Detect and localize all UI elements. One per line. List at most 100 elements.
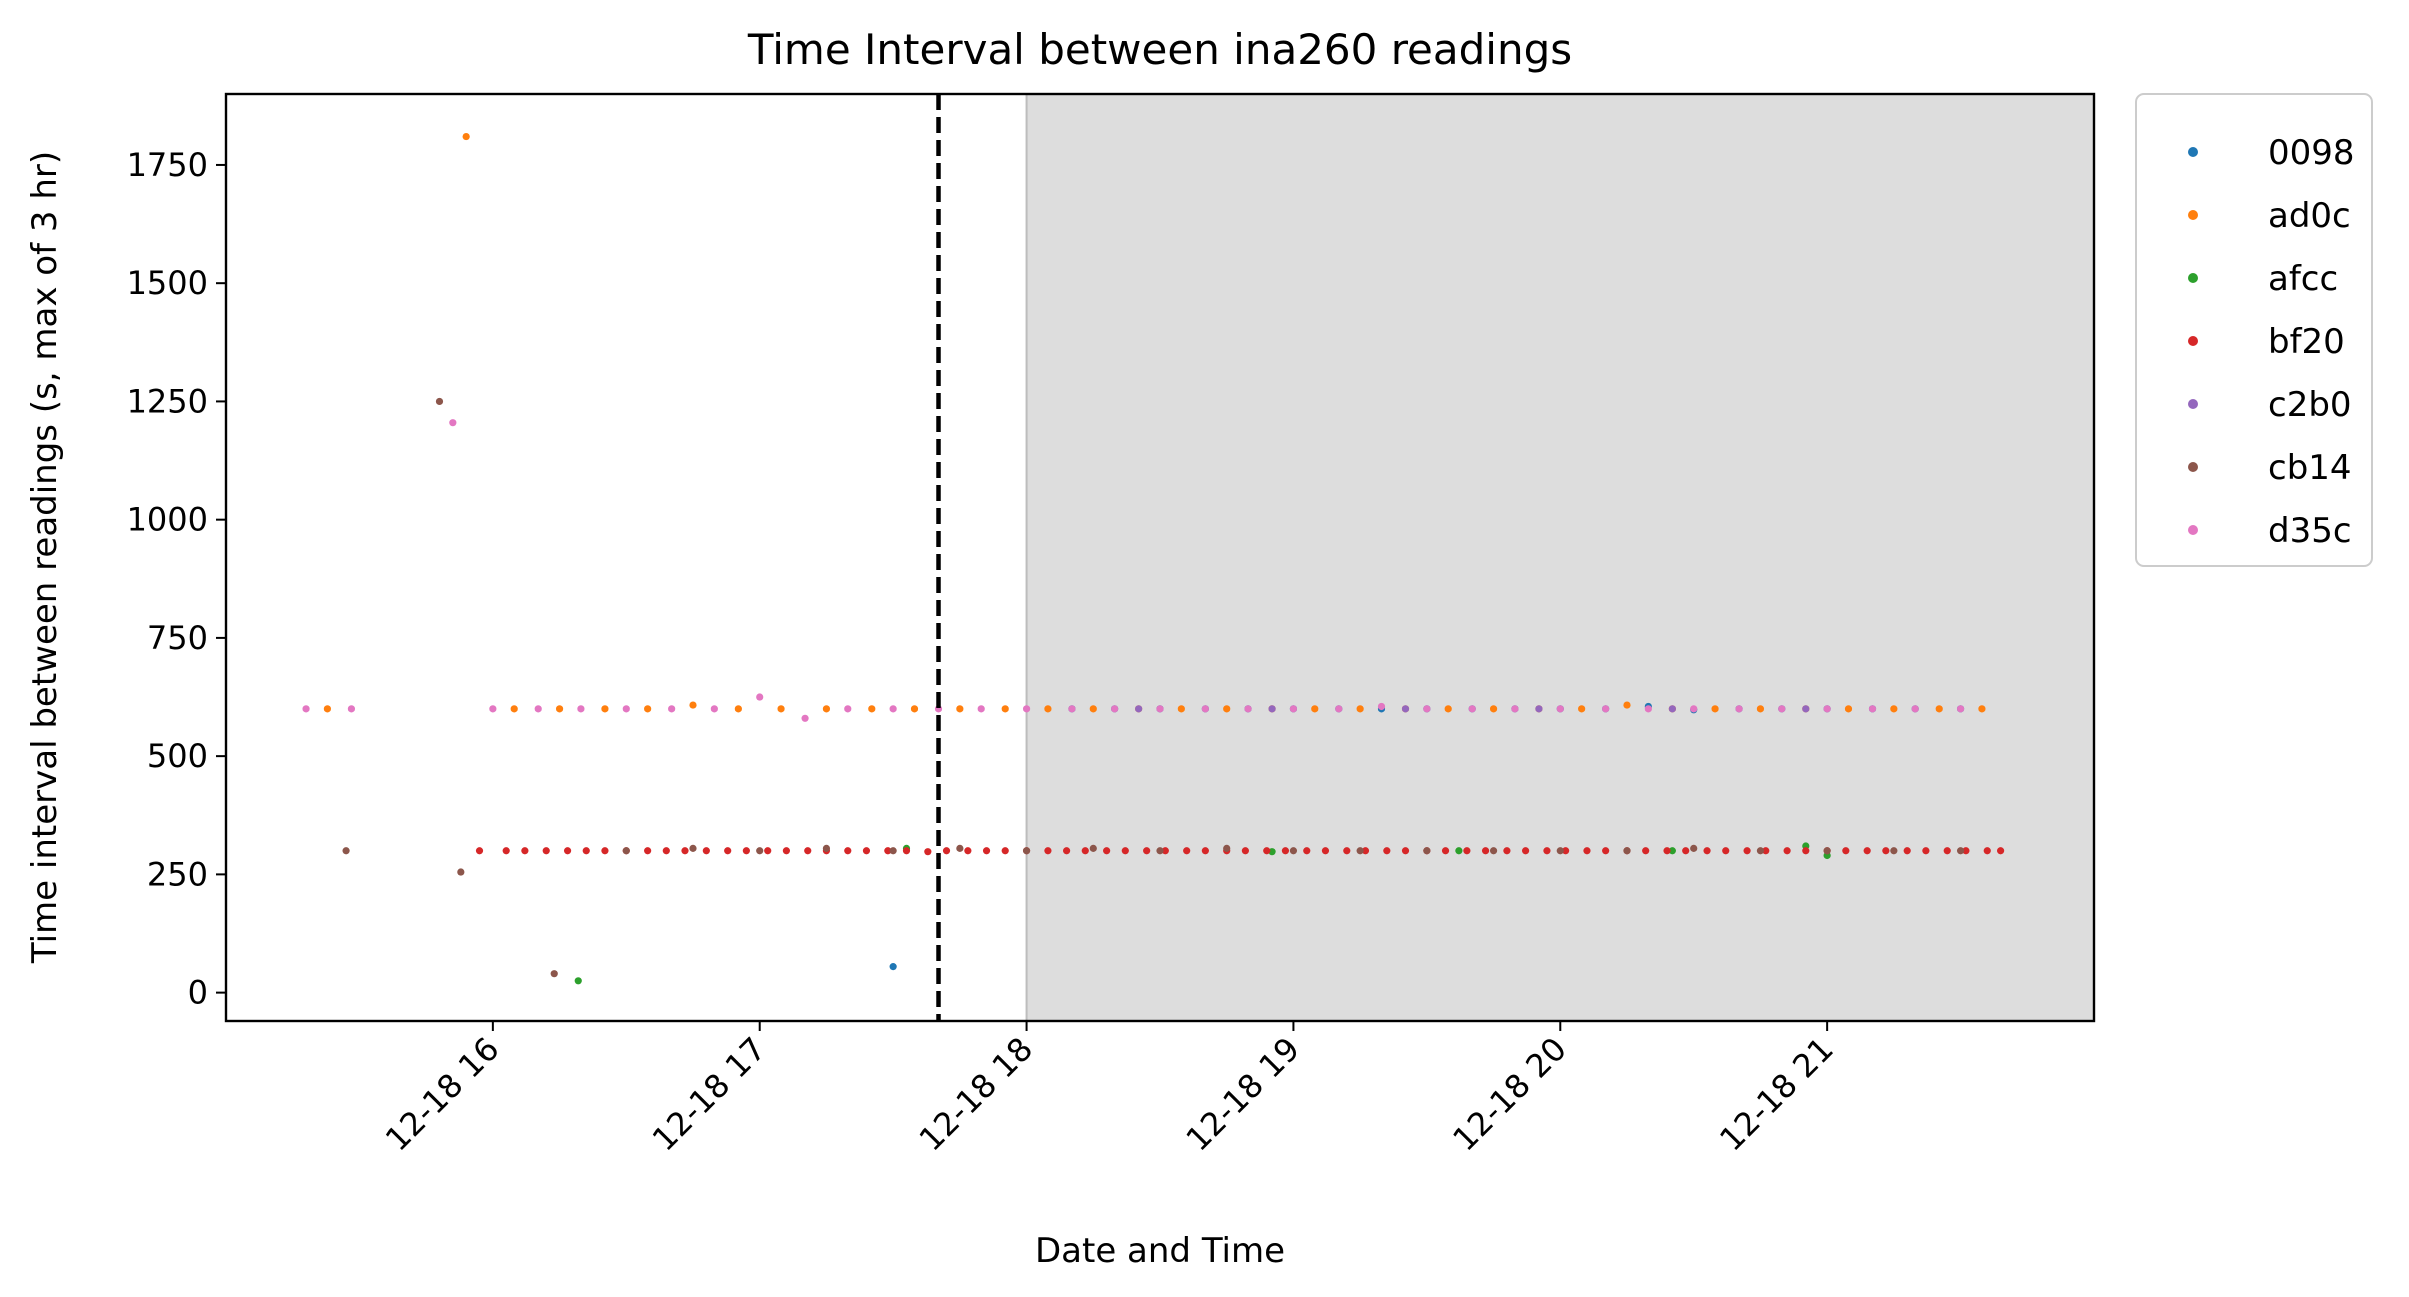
data-point bbox=[1783, 847, 1791, 855]
data-point bbox=[822, 705, 831, 713]
data-point bbox=[689, 844, 697, 852]
data-point bbox=[822, 844, 831, 852]
data-point bbox=[1303, 847, 1311, 855]
data-points-layer bbox=[302, 132, 2005, 985]
data-point bbox=[1468, 705, 1476, 713]
data-point bbox=[764, 847, 772, 855]
data-point bbox=[1668, 705, 1676, 713]
data-point bbox=[622, 705, 630, 713]
data-point bbox=[1001, 705, 1009, 713]
data-point bbox=[457, 868, 465, 876]
data-point bbox=[977, 705, 985, 713]
data-point bbox=[1722, 847, 1730, 855]
data-point bbox=[1089, 844, 1097, 852]
data-point bbox=[1361, 847, 1370, 855]
data-point bbox=[1022, 847, 1031, 855]
data-point bbox=[510, 705, 518, 713]
data-point bbox=[502, 847, 510, 855]
data-point bbox=[1690, 844, 1698, 852]
data-point bbox=[601, 847, 609, 855]
data-point bbox=[577, 705, 585, 713]
data-point bbox=[1956, 705, 1965, 713]
data-point bbox=[1081, 847, 1089, 855]
data-point bbox=[555, 705, 564, 713]
data-point bbox=[1756, 705, 1765, 713]
data-point bbox=[1711, 705, 1719, 713]
data-point bbox=[756, 847, 764, 855]
y-tick-label: 1250 bbox=[127, 382, 208, 420]
data-point bbox=[1602, 847, 1610, 855]
data-point bbox=[1201, 847, 1209, 855]
data-point bbox=[1022, 705, 1031, 713]
data-point bbox=[342, 847, 350, 855]
legend-label: cb14 bbox=[2268, 448, 2352, 488]
data-point bbox=[801, 714, 809, 722]
data-point bbox=[1756, 847, 1765, 855]
data-point bbox=[1503, 847, 1511, 855]
legend-label: c2b0 bbox=[2268, 385, 2352, 425]
data-point bbox=[1423, 847, 1431, 855]
data-point bbox=[1578, 705, 1586, 713]
data-point bbox=[956, 844, 964, 852]
data-point bbox=[710, 705, 718, 713]
series-c2b0 bbox=[1135, 705, 1810, 713]
data-point bbox=[804, 847, 812, 855]
data-point bbox=[1044, 705, 1052, 713]
chart-title: Time Interval between ina260 readings bbox=[747, 25, 1572, 74]
data-point bbox=[910, 705, 919, 713]
data-point bbox=[1321, 847, 1330, 855]
y-tick-label: 1750 bbox=[127, 146, 208, 184]
y-tick-label: 500 bbox=[147, 737, 208, 775]
data-point bbox=[1890, 705, 1898, 713]
data-point bbox=[1223, 844, 1231, 852]
data-point bbox=[1842, 847, 1850, 855]
legend-marker bbox=[2188, 525, 2198, 535]
data-point bbox=[435, 397, 444, 406]
series-d35c bbox=[302, 419, 1965, 722]
data-point bbox=[862, 847, 871, 855]
data-point bbox=[1455, 847, 1463, 855]
y-tick-label: 0 bbox=[188, 974, 208, 1012]
data-point bbox=[475, 847, 484, 855]
data-point bbox=[1156, 847, 1164, 855]
y-tick-label: 250 bbox=[147, 855, 208, 893]
data-point bbox=[777, 705, 785, 713]
data-point bbox=[1735, 705, 1743, 713]
data-point bbox=[1223, 705, 1231, 713]
data-point bbox=[1463, 847, 1471, 855]
data-point bbox=[1690, 705, 1698, 713]
data-point bbox=[1997, 847, 2005, 855]
data-point bbox=[1956, 847, 1965, 855]
data-point bbox=[1135, 705, 1143, 713]
data-point bbox=[1556, 847, 1564, 855]
data-point bbox=[1602, 705, 1610, 713]
data-point bbox=[782, 847, 791, 855]
data-point bbox=[1289, 705, 1298, 713]
data-point bbox=[1089, 705, 1097, 713]
data-point bbox=[1063, 847, 1071, 855]
data-point bbox=[1111, 705, 1119, 713]
data-point bbox=[689, 701, 697, 709]
data-point bbox=[1890, 847, 1898, 855]
data-point bbox=[1201, 705, 1209, 713]
data-point bbox=[1983, 847, 1991, 855]
data-point bbox=[868, 705, 876, 713]
data-point bbox=[542, 847, 550, 855]
data-point bbox=[1668, 847, 1676, 855]
data-point bbox=[563, 847, 572, 855]
data-point bbox=[347, 705, 356, 713]
shaded-region bbox=[1026, 94, 2094, 1021]
y-tick-label: 1500 bbox=[127, 264, 208, 302]
shaded-region-layer bbox=[1025, 94, 2094, 1021]
data-point bbox=[902, 847, 911, 855]
data-point bbox=[889, 705, 897, 713]
y-tick-label: 1000 bbox=[127, 501, 208, 539]
legend-label: ad0c bbox=[2268, 196, 2351, 236]
data-point bbox=[550, 970, 558, 978]
data-point bbox=[521, 847, 529, 855]
data-point bbox=[1241, 847, 1249, 855]
data-point bbox=[582, 847, 590, 855]
data-point bbox=[1143, 847, 1151, 855]
data-point bbox=[756, 693, 764, 701]
